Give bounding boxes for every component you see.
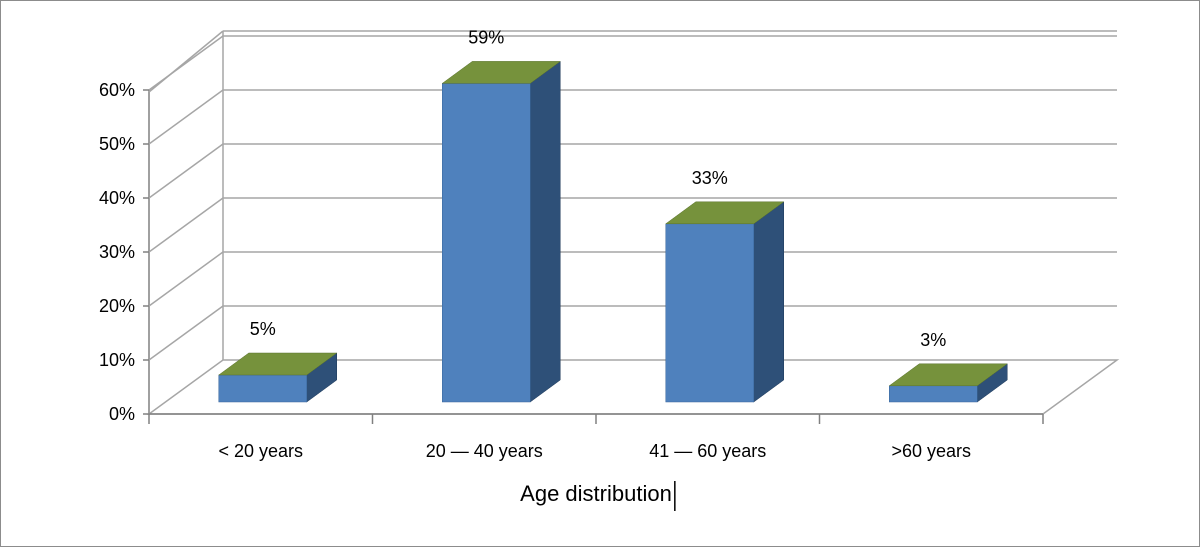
bar-front	[442, 83, 531, 403]
gridline-diagonal	[148, 305, 224, 361]
gridline-diagonal	[148, 197, 224, 253]
gridline-diagonal	[148, 143, 224, 199]
x-tick-label: < 20 years	[218, 441, 303, 461]
x-tick-label: 41 — 60 years	[649, 441, 766, 461]
data-label: 3%	[920, 330, 946, 350]
bar-front	[218, 374, 307, 403]
x-axis-tick-labels: < 20 years 20 — 40 years 41 — 60 years >60 …	[218, 441, 971, 461]
y-tick-label: 20%	[99, 296, 135, 316]
bar-front	[665, 223, 754, 403]
left-wall-top-edge	[148, 30, 224, 93]
x-axis	[148, 413, 1044, 424]
data-label: 33%	[692, 168, 728, 188]
y-tick-label: 10%	[99, 350, 135, 370]
bar	[664, 201, 785, 403]
y-axis-ticks: 0% 10% 20% 30% 40% 50% 60%	[99, 80, 149, 424]
bar	[888, 363, 1009, 403]
data-label: 5%	[250, 319, 276, 339]
data-label: 59%	[468, 27, 504, 47]
bar-top	[664, 201, 785, 225]
bar-side	[530, 60, 561, 403]
gridline-diagonal	[148, 89, 224, 145]
bar-side	[753, 201, 784, 403]
x-axis-title: Age distribution	[520, 481, 672, 506]
y-tick-label: 40%	[99, 188, 135, 208]
data-labels: 5% 59% 33% 3%	[250, 27, 947, 349]
gridline-diagonal	[148, 251, 224, 307]
gridline-diagonal	[148, 35, 224, 91]
x-tick-label: 20 — 40 years	[426, 441, 543, 461]
gridlines	[148, 30, 1117, 361]
bar-top	[217, 352, 338, 376]
bars	[217, 60, 1009, 403]
bar-front	[889, 385, 978, 403]
x-tick-label: >60 years	[891, 441, 971, 461]
y-tick-label: 30%	[99, 242, 135, 262]
bar	[441, 60, 562, 403]
bar-top	[441, 61, 562, 84]
y-tick-label: 60%	[99, 80, 135, 100]
y-tick-label: 0%	[109, 404, 135, 424]
bar-top	[888, 363, 1009, 387]
bar	[217, 352, 338, 403]
y-tick-label: 50%	[99, 134, 135, 154]
